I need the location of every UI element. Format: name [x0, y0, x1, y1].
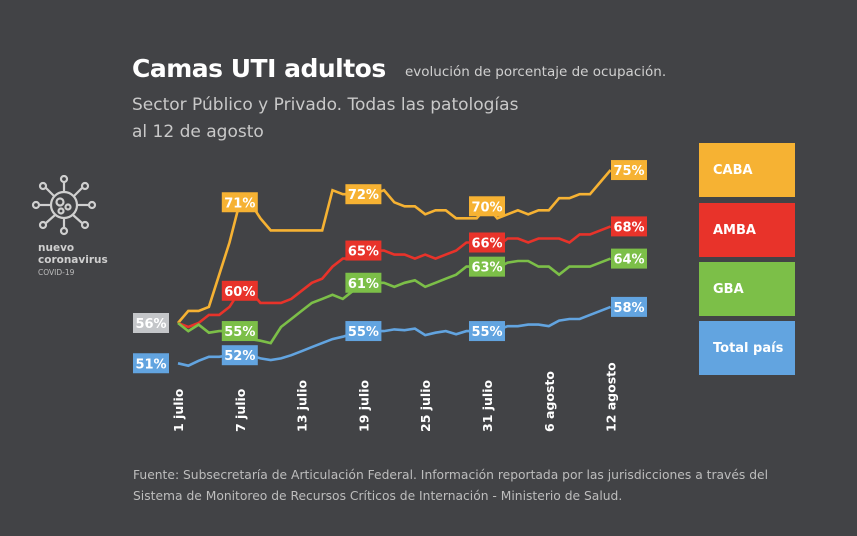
data-label-caba-day-6: 71% — [221, 192, 258, 213]
data-label-total-país-day-6: 52% — [221, 345, 258, 366]
data-label-caba-day-42-box — [611, 160, 647, 181]
data-label-gba-day-30-text: 63% — [471, 261, 502, 276]
data-label-caba-day-18-box — [345, 184, 382, 205]
logo-text-nuevo: nuevo — [38, 242, 75, 254]
data-label-amba-day-6-text: 60% — [224, 285, 255, 300]
source-note: Fuente: Subsecretaría de Articulación Fe… — [133, 465, 833, 507]
data-label-amba-day-6-box — [221, 280, 258, 301]
data-label-caba-day-18-text: 72% — [348, 188, 379, 203]
x-tick-label: 25 julio — [418, 380, 433, 432]
data-label-gba-day-42-text: 64% — [613, 253, 644, 268]
x-tick-label: 13 julio — [295, 380, 310, 432]
data-label-amba-day-42-box — [611, 216, 647, 237]
data-label-amba-day-42-text: 68% — [613, 220, 644, 235]
data-label-amba-day-30: 66% — [469, 232, 505, 253]
data-label-caba-day-6-text: 71% — [224, 196, 255, 211]
legend-item-amba: AMBA — [699, 203, 795, 257]
data-label-amba-day-30-text: 66% — [471, 237, 502, 252]
data-label-total-país-day-42-text: 58% — [613, 301, 644, 316]
data-label-gba-day-6-box — [221, 321, 258, 342]
data-label-total-país-day-18-text: 55% — [348, 325, 379, 340]
data-label-gba-day-6: 55% — [221, 321, 258, 342]
subtitle-line-2: al 12 de agosto — [132, 122, 264, 142]
data-label-caba-day-42-text: 75% — [613, 164, 644, 179]
data-label-total-país-day-0: 51% — [133, 353, 169, 374]
data-label-gba-day-42: 64% — [611, 248, 647, 269]
data-label-caba-day-30-text: 70% — [471, 200, 502, 215]
legend-item-caba: CABA — [699, 143, 795, 197]
data-label-total-país-day-30: 55% — [469, 321, 505, 342]
data-label-amba-day-6: 60% — [221, 280, 258, 301]
data-label-amba-day-18-box — [345, 240, 382, 261]
chart-subtitle-inline: evolución de porcentaje de ocupación. — [405, 64, 667, 80]
data-label-total-país-day-30-text: 55% — [471, 325, 502, 340]
data-label-start-text: 56% — [135, 317, 166, 332]
data-label-start-box — [133, 313, 169, 333]
data-label-total-país-day-18-box — [345, 321, 382, 342]
legend-item-gba: GBA — [699, 262, 795, 316]
data-label-total-país-day-6-text: 52% — [224, 349, 255, 364]
data-label-total-país-day-0-box — [133, 353, 169, 374]
data-label-gba-day-18: 61% — [345, 272, 382, 293]
data-label-amba-day-18: 65% — [345, 240, 382, 261]
data-label-caba-day-42: 75% — [611, 160, 647, 181]
data-label-gba-day-6-text: 55% — [224, 325, 255, 340]
data-label-caba-day-30-box — [469, 196, 505, 217]
data-label-total-país-day-42: 58% — [611, 296, 647, 317]
legend-item-total-país: Total país — [699, 321, 795, 375]
source-line-2: Sistema de Monitoreo de Recursos Crítico… — [133, 489, 623, 503]
data-label-gba-day-30-box — [469, 256, 505, 277]
source-line-1: Fuente: Subsecretaría de Articulación Fe… — [133, 468, 768, 482]
series-line-amba — [177, 225, 612, 329]
data-label-total-país-day-42-box — [611, 296, 647, 317]
x-tick-label: 31 julio — [480, 380, 495, 432]
data-label-total-país-day-0-text: 51% — [135, 357, 166, 372]
data-label-total-país-day-18: 55% — [345, 321, 382, 342]
x-tick-label: 12 agosto — [604, 362, 619, 432]
subtitle-line-1: Sector Público y Privado. Todas las pato… — [132, 95, 519, 115]
data-label-caba-day-18: 72% — [345, 184, 382, 205]
data-label-amba-day-18-text: 65% — [348, 245, 379, 260]
data-label-start: 56% — [133, 313, 169, 333]
x-tick-label: 7 julio — [233, 388, 248, 432]
virus-icon — [31, 175, 97, 236]
logo-text-covid: COVID-19 — [38, 268, 75, 277]
logo-text-coronavirus: coronavirus — [38, 254, 108, 266]
chart-title: Camas UTI adultos — [132, 54, 386, 83]
data-label-gba-day-30: 63% — [469, 256, 505, 277]
x-tick-label: 1 julio — [171, 388, 186, 432]
data-label-total-país-day-6-box — [221, 345, 258, 366]
data-label-gba-day-18-box — [345, 272, 382, 293]
data-label-total-país-day-30-box — [469, 321, 505, 342]
data-label-gba-day-18-text: 61% — [348, 277, 379, 292]
chart-subtitle: Sector Público y Privado. Todas las pato… — [132, 92, 518, 146]
data-label-caba-day-30: 70% — [469, 196, 505, 217]
data-label-gba-day-42-box — [611, 248, 647, 269]
x-tick-label: 19 julio — [356, 380, 371, 432]
data-label-caba-day-6-box — [221, 192, 258, 213]
x-tick-label: 6 agosto — [542, 371, 557, 432]
data-label-amba-day-42: 68% — [611, 216, 647, 237]
data-label-amba-day-30-box — [469, 232, 505, 253]
